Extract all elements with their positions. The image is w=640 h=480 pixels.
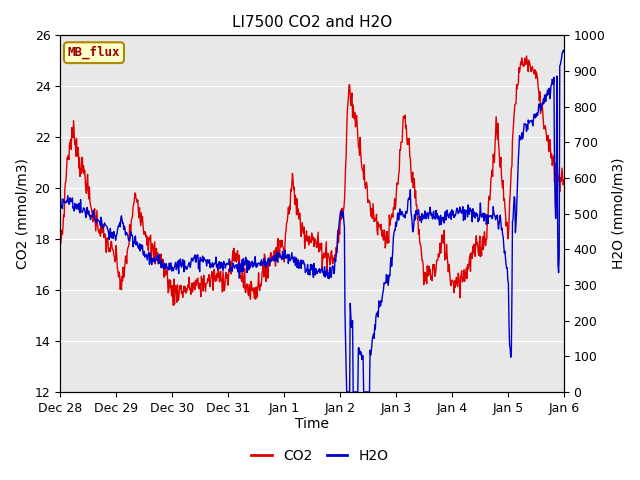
H2O	[175, 271, 182, 276]
CO2	[342, 153, 350, 158]
CO2	[74, 145, 82, 151]
CO2	[464, 262, 472, 268]
H2O	[343, 389, 351, 395]
Line: CO2: CO2	[60, 56, 564, 305]
CO2	[523, 53, 531, 59]
CO2	[240, 285, 248, 291]
H2O	[239, 256, 247, 262]
CO2	[560, 177, 568, 183]
H2O	[464, 214, 472, 220]
X-axis label: Time: Time	[295, 418, 329, 432]
Text: MB_flux: MB_flux	[68, 46, 120, 60]
H2O	[342, 339, 349, 345]
CO2	[170, 302, 177, 308]
H2O	[74, 206, 82, 212]
CO2	[267, 250, 275, 255]
Title: LI7500 CO2 and H2O: LI7500 CO2 and H2O	[232, 15, 392, 30]
Legend: CO2, H2O: CO2, H2O	[246, 443, 394, 468]
Y-axis label: H2O (mmol/m3): H2O (mmol/m3)	[611, 158, 625, 269]
H2O	[266, 256, 274, 262]
Y-axis label: CO2 (mmol/m3): CO2 (mmol/m3)	[15, 158, 29, 269]
H2O	[56, 199, 64, 205]
Line: H2O: H2O	[60, 50, 564, 392]
H2O	[559, 48, 567, 53]
CO2	[175, 290, 183, 296]
H2O	[560, 49, 568, 55]
CO2	[56, 230, 64, 236]
